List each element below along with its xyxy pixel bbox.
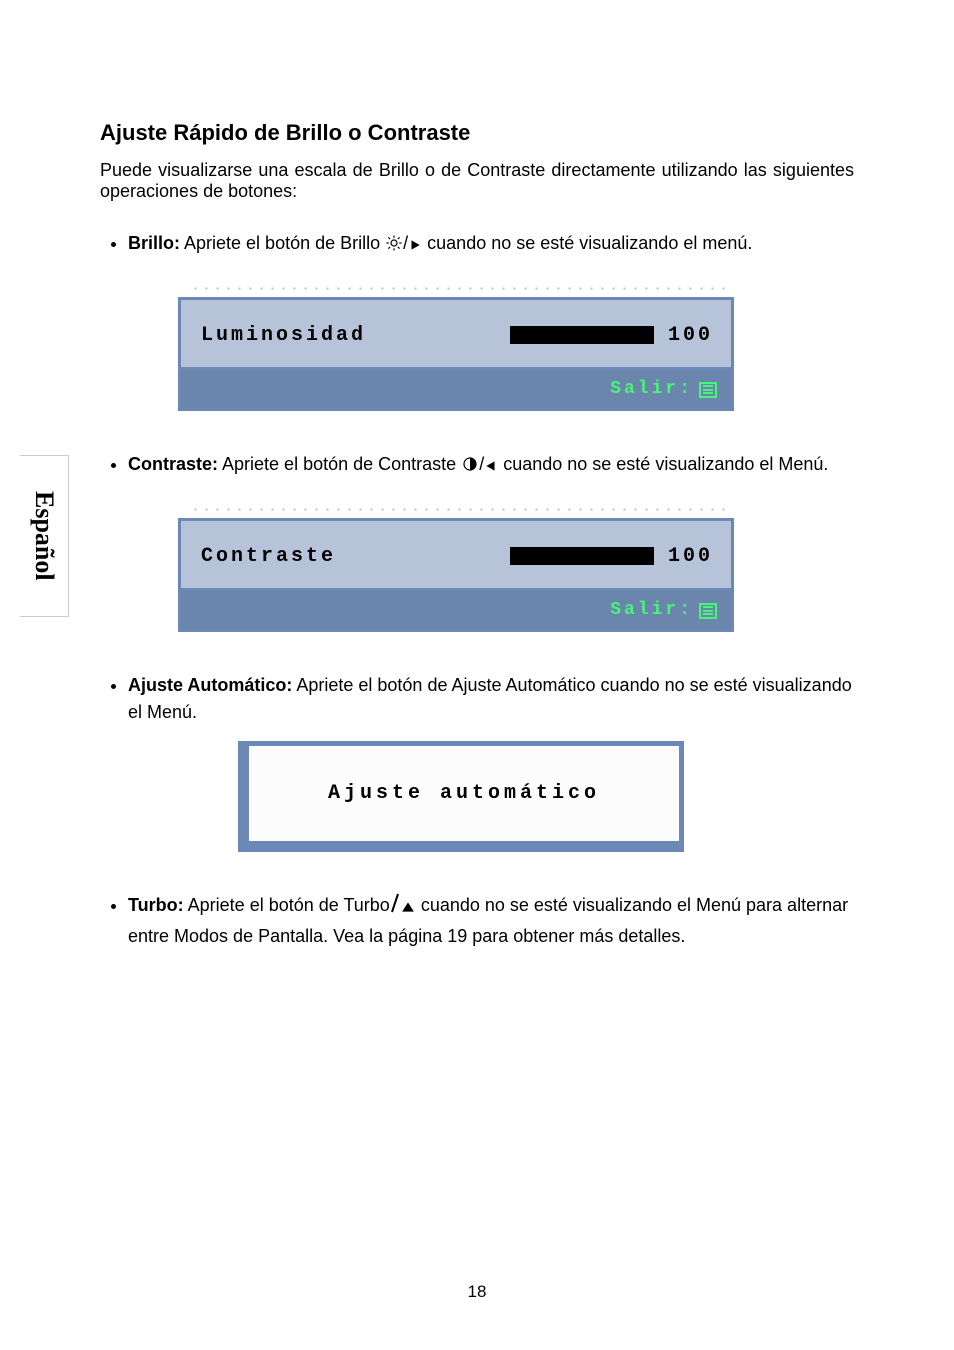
osd-main-row: Luminosidad 100: [181, 300, 731, 370]
osd-label: Luminosidad: [201, 320, 366, 351]
contraste-text-before: Apriete el botón de Contraste: [218, 454, 461, 474]
intro-paragraph: Puede visualizarse una escala de Brillo …: [100, 160, 854, 202]
play-right-icon: [408, 233, 422, 261]
osd-exit-label: Salir:: [610, 597, 693, 625]
document-page: Español Ajuste Rápido de Brillo o Contra…: [0, 0, 954, 1350]
menu-icon: [699, 603, 717, 619]
turbo-label: Turbo:: [128, 895, 184, 915]
osd-footer: Salir:: [181, 591, 731, 629]
brillo-label: Brillo:: [128, 233, 180, 253]
page-number: 18: [0, 1282, 954, 1302]
list-item-turbo: Turbo: Apriete el botón de Turbo cuando …: [128, 892, 854, 951]
menu-icon: [699, 382, 717, 398]
language-tab-label: Español: [29, 491, 59, 581]
slash-icon: [390, 893, 400, 922]
language-side-tab: Español: [20, 455, 69, 617]
osd-value: 100: [668, 541, 713, 572]
osd-luminosidad: Luminosidad 100 Salir:: [178, 279, 738, 411]
brillo-text-before: Apriete el botón de Brillo: [180, 233, 385, 253]
osd-progress-bar: [510, 547, 654, 565]
brightness-icon: [385, 233, 403, 261]
bullet-list: Brillo: Apriete el botón de Brillo / cua…: [100, 230, 854, 951]
osd-panel: Luminosidad 100 Salir:: [178, 297, 734, 411]
list-item-auto: Ajuste Automático: Apriete el botón de A…: [128, 672, 854, 853]
osd-panel: Contraste 100 Salir:: [178, 518, 734, 632]
contraste-label: Contraste:: [128, 454, 218, 474]
osd-progress-bar: [510, 326, 654, 344]
brillo-text-after: cuando no se esté visualizando el menú.: [422, 233, 752, 253]
play-left-icon: [484, 454, 498, 482]
contraste-text-after: cuando no se esté visualizando el Menú.: [498, 454, 828, 474]
osd-value: 100: [668, 320, 713, 351]
osd-footer: Salir:: [181, 370, 731, 408]
list-item-contraste: Contraste: Apriete el botón de Contraste…: [128, 451, 854, 632]
osd-main-row: Contraste 100: [181, 521, 731, 591]
osd-auto-label: Ajuste automático: [328, 782, 600, 805]
section-title: Ajuste Rápido de Brillo o Contraste: [100, 120, 854, 146]
osd-auto-adjust: Ajuste automático: [238, 741, 684, 852]
auto-label: Ajuste Automático:: [128, 675, 292, 695]
osd-decorative-dots: [186, 500, 732, 514]
osd-decorative-dots: [186, 279, 732, 293]
osd-label: Contraste: [201, 541, 336, 572]
osd-contraste: Contraste 100 Salir:: [178, 500, 738, 632]
contrast-icon: [461, 454, 479, 482]
turbo-text-before: Apriete el botón de Turbo: [184, 895, 390, 915]
list-item-brillo: Brillo: Apriete el botón de Brillo / cua…: [128, 230, 854, 411]
osd-exit-label: Salir:: [610, 376, 693, 404]
osd-auto-inner: Ajuste automático: [244, 741, 684, 846]
triangle-up-icon: [400, 895, 416, 923]
